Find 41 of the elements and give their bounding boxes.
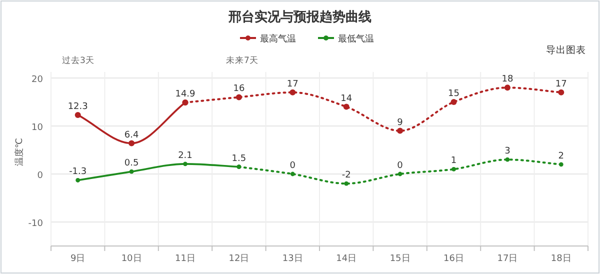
legend-label: 最低气温: [338, 34, 374, 44]
x-tick-label: 15日: [390, 254, 410, 264]
data-label: 0.5: [124, 158, 139, 169]
data-label: 1: [450, 156, 457, 166]
data-label: 17: [286, 79, 298, 90]
data-label: 14: [340, 94, 352, 104]
data-label: 2.1: [178, 150, 192, 161]
x-tick-label: 14日: [336, 254, 357, 264]
data-label: 9: [397, 118, 404, 128]
x-tick-label: 11日: [175, 254, 196, 264]
text: 过去3天: [62, 55, 94, 66]
y-tick-label: 0: [37, 171, 44, 181]
data-label: 15: [448, 89, 460, 99]
x-tick-label: 12日: [228, 254, 250, 264]
data-label: 16: [233, 84, 245, 94]
data-label: 1.5: [232, 154, 246, 164]
data-label: 18: [502, 74, 514, 85]
text: 未来7天: [226, 55, 258, 66]
data-label: 14.9: [175, 89, 196, 100]
data-label: 0: [397, 161, 404, 171]
data-label: 3: [504, 146, 510, 157]
x-tick-label: 18日: [550, 254, 572, 264]
data-label: 6.4: [124, 130, 139, 140]
data-label: 17: [555, 79, 567, 90]
data-label: 12.3: [68, 102, 88, 112]
data-label: -1.3: [69, 167, 87, 178]
y-tick-label: 10: [32, 123, 44, 133]
x-tick-label: 10日: [121, 254, 142, 264]
chart-title: 邢台实况与预报趋势曲线: [228, 9, 372, 25]
x-tick-label: 13日: [282, 254, 303, 264]
data-label: -2: [342, 170, 351, 181]
y-axis-title: 温度℃: [14, 138, 25, 166]
y-tick-label: -10: [28, 219, 44, 229]
x-tick-label: 9日: [70, 254, 86, 264]
text: 导出图表: [546, 44, 586, 56]
y-tick-label: 20: [32, 75, 44, 85]
data-label: 0: [290, 161, 296, 171]
legend-label: 最高气温: [260, 34, 296, 44]
x-tick-label: 16日: [444, 254, 464, 264]
x-tick-label: 17日: [497, 254, 518, 264]
data-label: 2: [558, 151, 564, 162]
